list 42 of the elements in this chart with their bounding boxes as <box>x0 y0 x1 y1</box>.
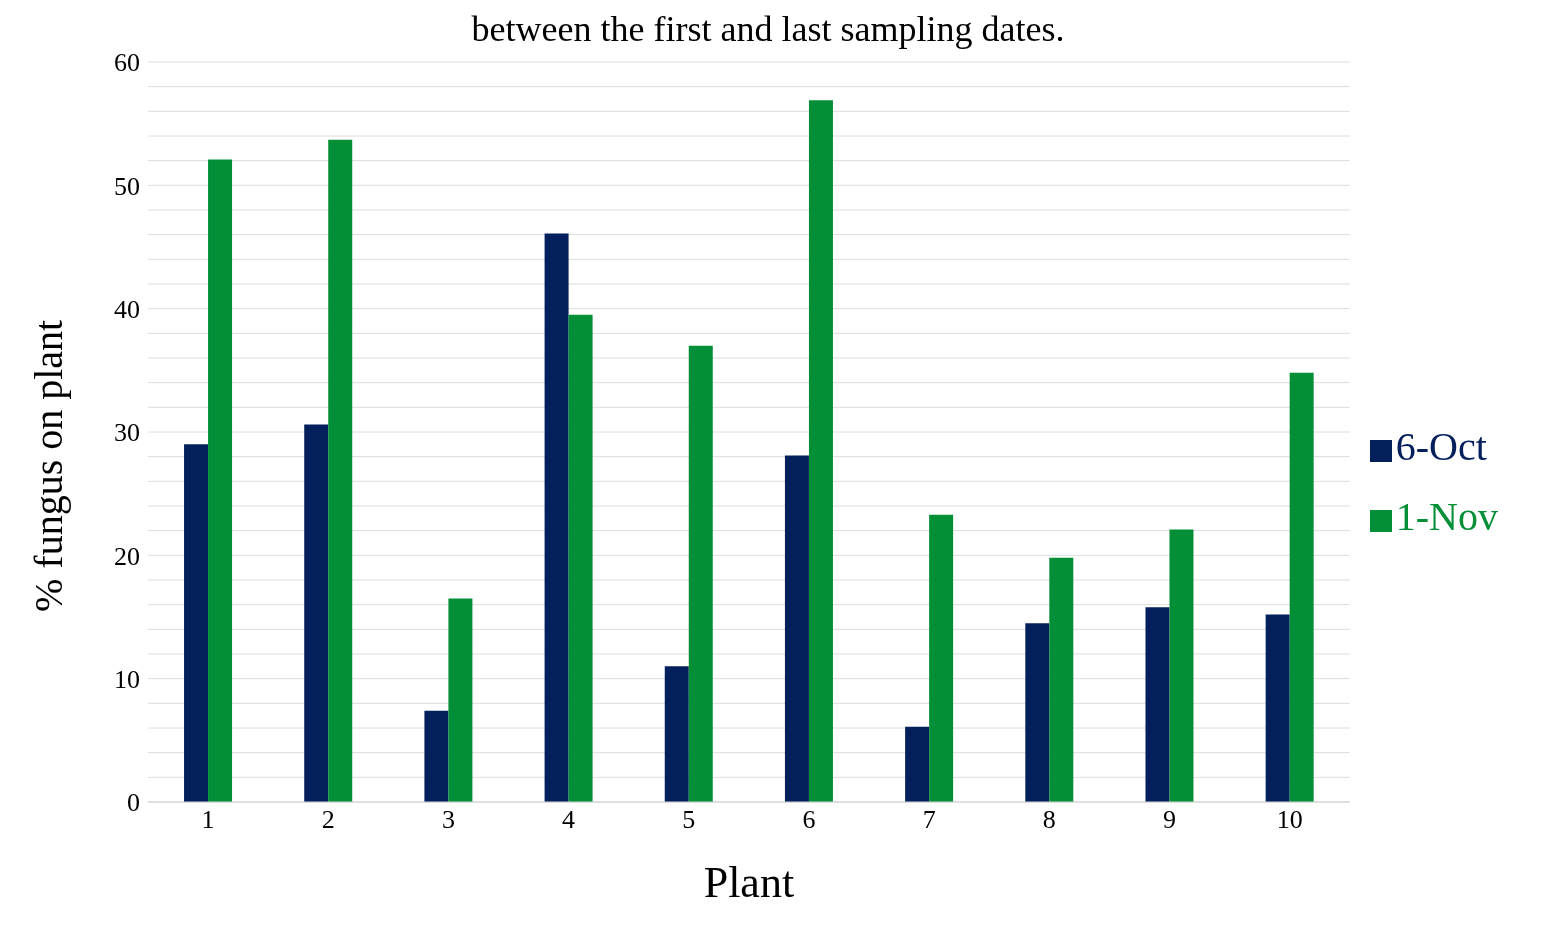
chart-title: between the first and last sampling dates. <box>471 9 1065 49</box>
x-tick-label: 4 <box>562 805 576 835</box>
bar <box>905 726 930 802</box>
legend-label: 1-Nov <box>1395 494 1498 539</box>
bar <box>208 159 233 802</box>
x-tick-label: 9 <box>1163 805 1177 835</box>
bar <box>808 100 833 802</box>
bar <box>424 710 449 802</box>
bar <box>328 139 353 802</box>
y-axis-title: % fungus on plant <box>26 319 72 612</box>
bar <box>448 598 473 802</box>
bar <box>304 424 329 802</box>
x-tick-label: 2 <box>321 805 335 835</box>
bar <box>929 514 954 802</box>
x-tick-label: 8 <box>1042 805 1056 835</box>
y-tick-label: 10 <box>114 664 140 694</box>
bar <box>1265 614 1290 802</box>
bar <box>784 455 809 802</box>
x-tick-label: 7 <box>922 805 936 835</box>
y-tick-label: 60 <box>114 48 140 78</box>
bar <box>688 345 713 802</box>
x-tick-label: 5 <box>682 805 696 835</box>
legend-label: 6-Oct <box>1395 424 1487 469</box>
y-tick-label: 20 <box>114 541 140 571</box>
x-axis-title: Plant <box>703 858 795 907</box>
bar <box>1169 529 1194 802</box>
bar <box>1049 557 1074 802</box>
bar <box>544 233 569 802</box>
bar <box>664 666 689 802</box>
x-tick-label: 3 <box>441 805 455 835</box>
bar <box>1025 623 1050 802</box>
y-tick-label: 30 <box>114 418 140 448</box>
bar <box>1145 607 1170 802</box>
y-tick-label: 0 <box>127 788 140 818</box>
y-tick-label: 40 <box>114 294 140 324</box>
x-tick-label: 1 <box>201 805 215 835</box>
x-tick-label: 10 <box>1276 805 1303 835</box>
x-tick-label: 6 <box>802 805 816 835</box>
bar <box>1289 372 1314 802</box>
bar <box>568 314 593 802</box>
y-tick-label: 50 <box>114 171 140 201</box>
bar <box>184 444 209 802</box>
